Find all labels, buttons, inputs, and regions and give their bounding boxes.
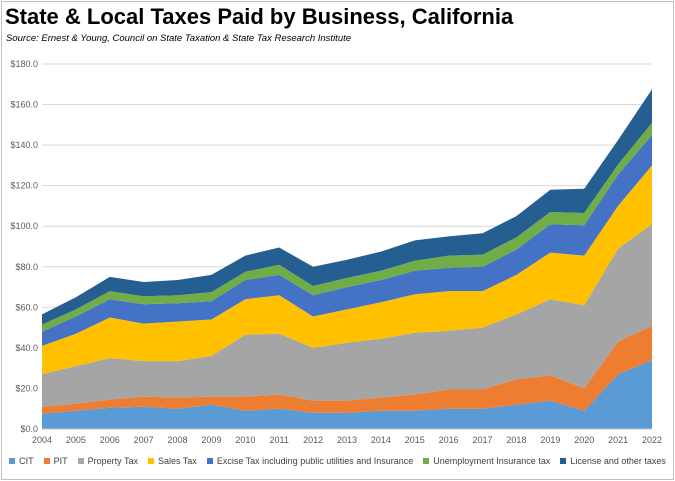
- x-tick-label: 2016: [439, 435, 459, 445]
- y-tick-label: $160.0: [10, 100, 38, 110]
- x-tick-label: 2013: [337, 435, 357, 445]
- x-tick-label: 2022: [642, 435, 662, 445]
- legend-item: Sales Tax: [147, 456, 197, 466]
- legend-item: Unemployment Insurance tax: [423, 456, 550, 466]
- area-unemployment-insurance-tax: [42, 122, 652, 332]
- x-tick-label: 2020: [574, 435, 594, 445]
- legend-item: PIT: [43, 456, 68, 466]
- y-tick-label: $140.0: [10, 140, 38, 150]
- legend-item: Property Tax: [77, 456, 138, 466]
- legend-label: Sales Tax: [157, 456, 197, 466]
- x-tick-label: 2007: [134, 435, 154, 445]
- x-tick-label: 2009: [201, 435, 221, 445]
- legend-label: CIT: [19, 456, 34, 466]
- x-tick-label: 2008: [168, 435, 188, 445]
- legend-swatch: [206, 458, 213, 464]
- x-tick-label: 2018: [506, 435, 526, 445]
- legend-swatch: [77, 458, 84, 464]
- chart-legend: CIT PIT Property Tax Sales Tax Excise Tax in…: [0, 456, 675, 466]
- x-tick-label: 2012: [303, 435, 323, 445]
- legend-swatch: [43, 458, 50, 464]
- x-tick-label: 2017: [473, 435, 493, 445]
- area-license-and-other-taxes: [42, 89, 652, 325]
- x-tick-label: 2019: [540, 435, 560, 445]
- y-tick-label: $20.0: [15, 383, 38, 393]
- x-tick-label: 2014: [371, 435, 391, 445]
- y-tick-label: $100.0: [10, 221, 38, 231]
- x-tick-label: 2004: [32, 435, 52, 445]
- y-tick-label: $180.0: [10, 59, 38, 69]
- chart-source: Source: Ernest & Young, Council on State…: [6, 33, 352, 44]
- y-tick-label: $40.0: [15, 343, 38, 353]
- x-tick-label: 2021: [608, 435, 628, 445]
- legend-swatch: [9, 458, 16, 464]
- x-tick-label: 2015: [405, 435, 425, 445]
- chart-title: State & Local Taxes Paid by Business, Ca…: [5, 4, 514, 29]
- x-tick-label: 2006: [100, 435, 120, 445]
- area-sales-tax: [42, 165, 652, 375]
- y-tick-label: $120.0: [10, 181, 38, 191]
- legend-swatch: [147, 458, 154, 464]
- legend-swatch: [423, 458, 430, 464]
- legend-label: Excise Tax including public utilities an…: [216, 456, 414, 466]
- legend-label: License and other taxes: [570, 456, 666, 466]
- legend-label: Property Tax: [87, 456, 138, 466]
- area-property-tax: [42, 224, 652, 407]
- y-tick-label: $0.0: [20, 424, 38, 434]
- x-tick-label: 2010: [235, 435, 255, 445]
- legend-item: Excise Tax including public utilities an…: [206, 456, 414, 466]
- y-tick-label: $80.0: [15, 262, 38, 272]
- legend-label: PIT: [53, 456, 68, 466]
- area-cit: [42, 360, 652, 429]
- legend-item: License and other taxes: [560, 456, 666, 466]
- y-tick-label: $60.0: [15, 302, 38, 312]
- legend-swatch: [560, 458, 567, 464]
- area-pit: [42, 325, 652, 414]
- x-tick-label: 2011: [270, 435, 289, 445]
- legend-label: Unemployment Insurance tax: [433, 456, 551, 466]
- x-tick-label: 2005: [66, 435, 86, 445]
- area-excise-tax-including-public-utilities-and-insurance: [42, 135, 652, 346]
- legend-item: CIT: [9, 456, 34, 466]
